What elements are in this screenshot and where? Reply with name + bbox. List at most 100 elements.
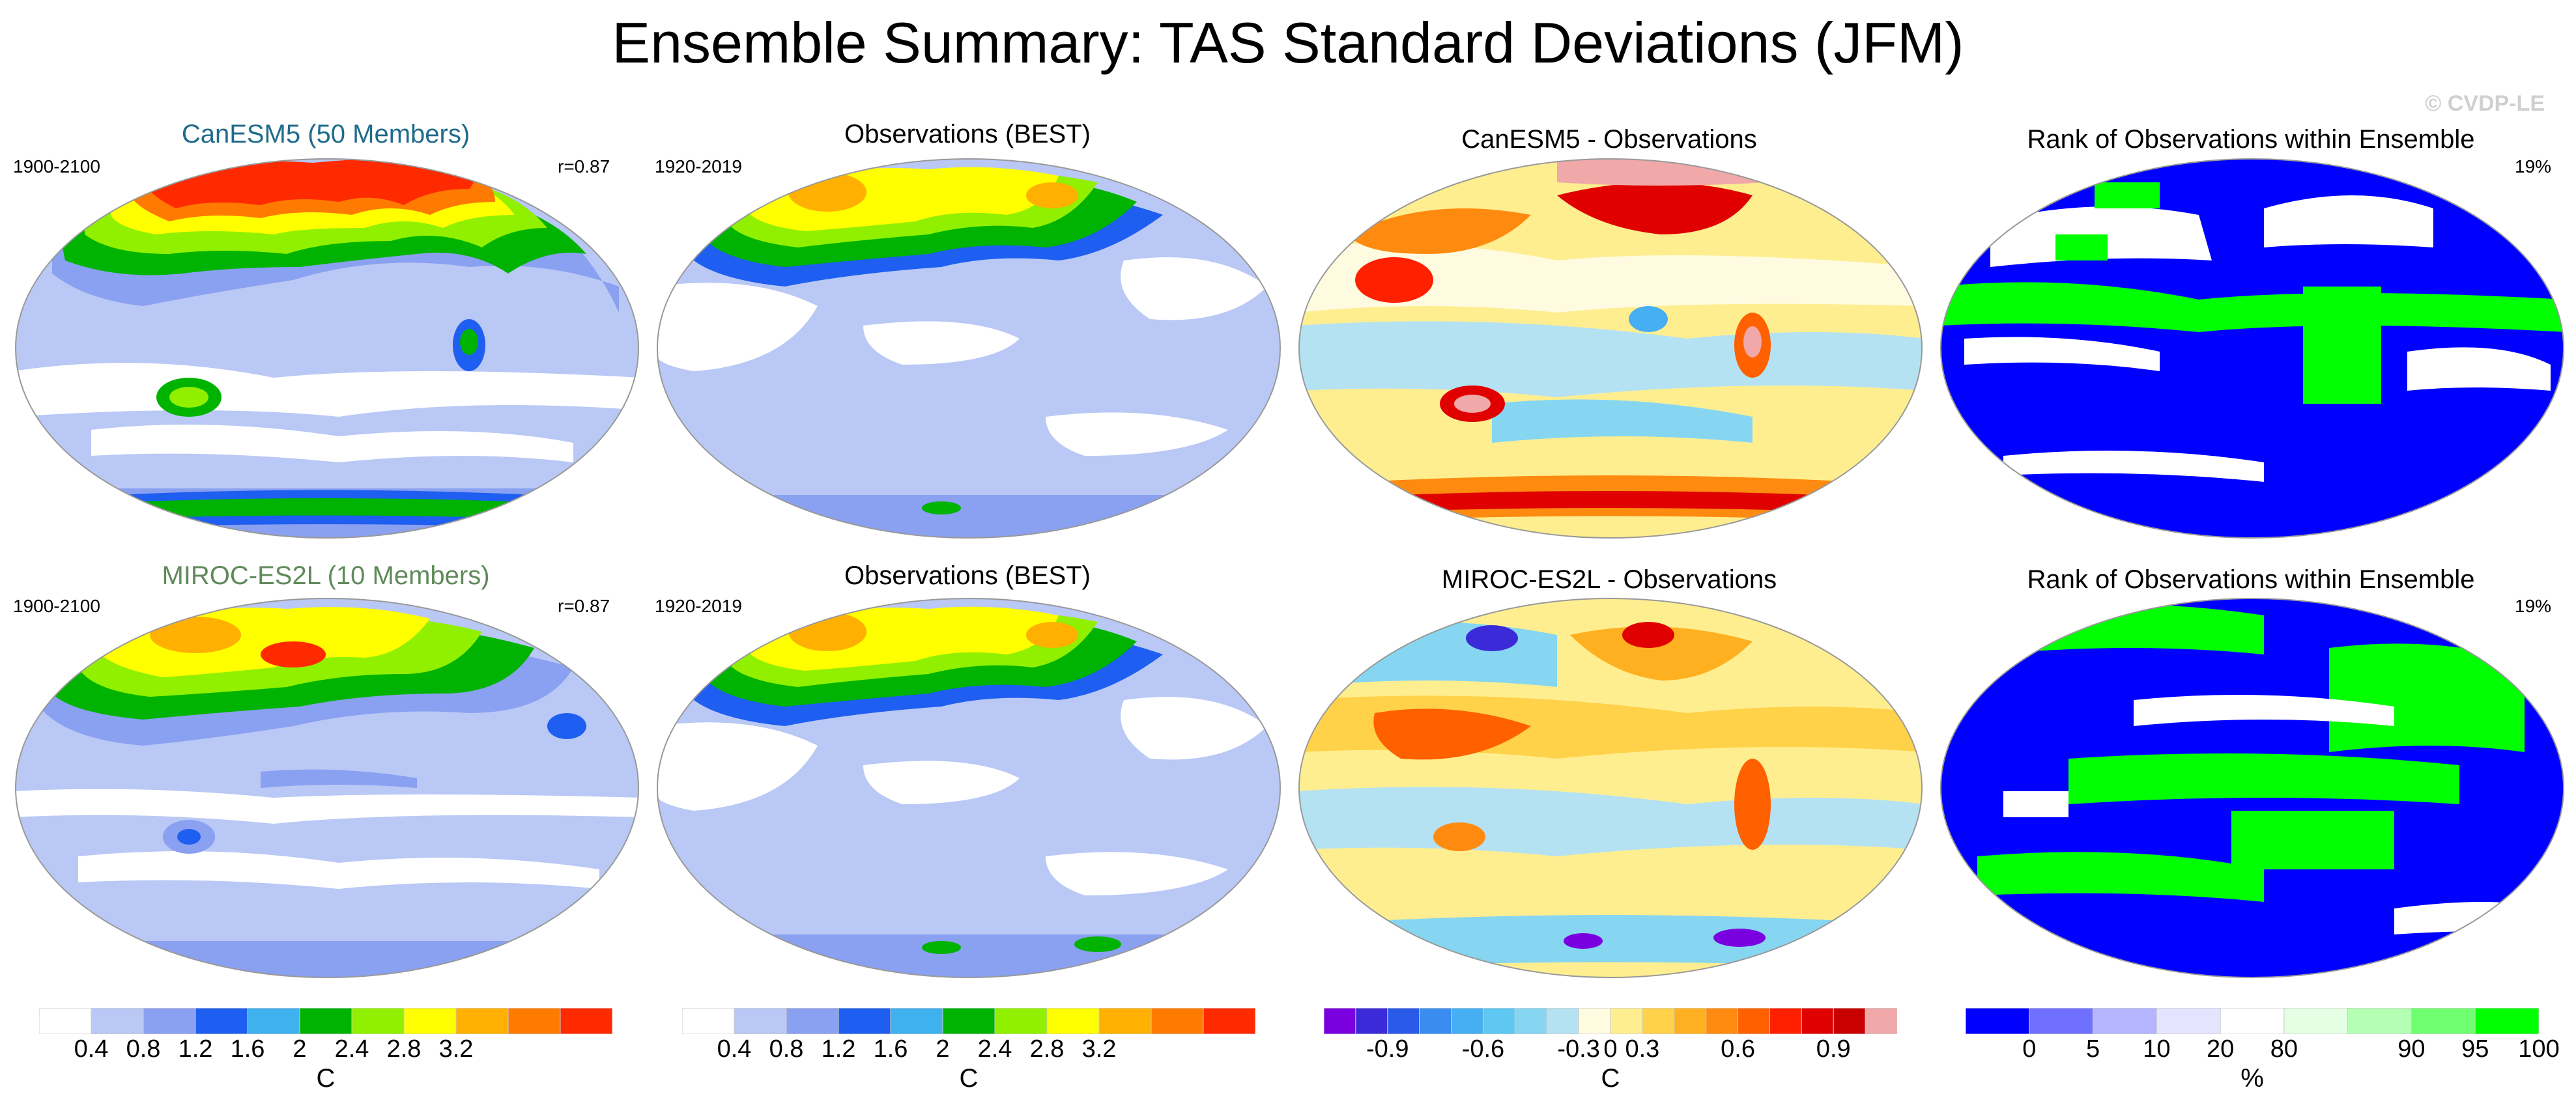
std-colorbar-box bbox=[1098, 1008, 1152, 1034]
rank-colorbar-box bbox=[1966, 1008, 2030, 1034]
std-colorbar-box bbox=[299, 1008, 352, 1034]
watermark: © CVDP-LE bbox=[2425, 91, 2545, 116]
obs-panel-title: Observations (BEST) bbox=[844, 561, 1091, 590]
rank-colorbar-tick-label: 80 bbox=[2270, 1035, 2298, 1063]
std-colorbar-box bbox=[508, 1008, 561, 1034]
std-colorbar-tick-label: 1.2 bbox=[821, 1035, 856, 1063]
std-colorbar-unit: C bbox=[316, 1064, 336, 1093]
std-colorbar-box bbox=[734, 1008, 787, 1034]
std-colorbar-tick-label: 0.4 bbox=[717, 1035, 752, 1063]
std-colorbar-tick-label: 2.8 bbox=[1029, 1035, 1065, 1063]
model-panel-title: CanESM5 (50 Members) bbox=[181, 120, 470, 148]
diff-colorbar-box bbox=[1419, 1008, 1452, 1034]
std-colorbar-box bbox=[247, 1008, 300, 1034]
rank-map bbox=[1940, 158, 2564, 539]
std-colorbar-tick-label: 2.8 bbox=[386, 1035, 422, 1063]
diff-colorbar-box bbox=[1514, 1008, 1547, 1034]
std-colorbar-tick-label: 0.8 bbox=[126, 1035, 161, 1063]
rank-colorbar-tick-label: 10 bbox=[2143, 1035, 2171, 1063]
diff-panel-title: CanESM5 - Observations bbox=[1461, 125, 1757, 154]
diff-colorbar-unit: C bbox=[1601, 1064, 1620, 1093]
diff-colorbar-tick-label: -0.6 bbox=[1461, 1035, 1505, 1063]
obs-years: 1920-2019 bbox=[655, 156, 742, 176]
std-colorbar-box bbox=[560, 1008, 612, 1034]
std-colorbar bbox=[39, 1008, 612, 1034]
diff-colorbar-box bbox=[1387, 1008, 1420, 1034]
model-years: 1900-2100 bbox=[13, 156, 100, 176]
std-colorbar-unit: C bbox=[959, 1064, 979, 1093]
std-colorbar-tick-label: 2.4 bbox=[334, 1035, 369, 1063]
figure-title: Ensemble Summary: TAS Standard Deviation… bbox=[612, 10, 1964, 75]
std-colorbar-tick-label: 1.2 bbox=[178, 1035, 213, 1063]
diff-colorbar-tick-label: -0.9 bbox=[1366, 1035, 1409, 1063]
diff-colorbar-box bbox=[1801, 1008, 1834, 1034]
std-colorbar-box bbox=[455, 1008, 509, 1034]
std-colorbar-box bbox=[195, 1008, 248, 1034]
std-colorbar-box bbox=[351, 1008, 405, 1034]
diff-colorbar-tick-label: 0.3 bbox=[1625, 1035, 1660, 1063]
obs-years: 1920-2019 bbox=[655, 596, 742, 616]
diff-colorbar-box bbox=[1324, 1008, 1356, 1034]
model-panel-title: MIROC-ES2L (10 Members) bbox=[162, 561, 490, 590]
diff-colorbar-box bbox=[1833, 1008, 1866, 1034]
diff-colorbar-box bbox=[1578, 1008, 1611, 1034]
diff-panel-title: MIROC-ES2L - Observations bbox=[1441, 565, 1777, 594]
rank-percent: 19% bbox=[2515, 596, 2552, 616]
rank-percent: 19% bbox=[2515, 156, 2552, 176]
diff-colorbar-tick-label: 0.6 bbox=[1721, 1035, 1755, 1063]
obs-std-map bbox=[657, 158, 1281, 539]
std-colorbar-tick-label: 1.6 bbox=[873, 1035, 908, 1063]
rank-colorbar-box bbox=[2029, 1008, 2094, 1034]
rank-colorbar-tick-label: 20 bbox=[2206, 1035, 2235, 1063]
std-colorbar-box bbox=[39, 1008, 92, 1034]
std-colorbar-ticks: 0.4 0.8 1.2 1.6 2 2.4 2.8 3.2 bbox=[682, 1035, 1255, 1064]
rank-colorbar-tick-label: 5 bbox=[2085, 1035, 2100, 1063]
std-colorbar-tick-label: 2 bbox=[936, 1035, 950, 1063]
std-colorbar-box bbox=[786, 1008, 839, 1034]
diff-map bbox=[1298, 598, 1923, 978]
diff-colorbar-box bbox=[1769, 1008, 1802, 1034]
rank-colorbar-box bbox=[2411, 1008, 2476, 1034]
std-colorbar-box bbox=[403, 1008, 457, 1034]
std-colorbar-tick-label: 3.2 bbox=[1081, 1035, 1117, 1063]
rank-colorbar-tick-label: 90 bbox=[2397, 1035, 2426, 1063]
diff-colorbar-box bbox=[1355, 1008, 1388, 1034]
diff-colorbar-tick-label: -0.3 bbox=[1557, 1035, 1600, 1063]
rank-map bbox=[1940, 598, 2564, 978]
std-colorbar-tick-label: 3.2 bbox=[438, 1035, 474, 1063]
rank-colorbar-tick-label: 95 bbox=[2461, 1035, 2489, 1063]
rank-colorbar-box bbox=[2220, 1008, 2285, 1034]
rank-colorbar-box bbox=[2093, 1008, 2157, 1034]
rank-colorbar-tick-label: 100 bbox=[2518, 1035, 2560, 1063]
obs-std-map bbox=[657, 598, 1281, 978]
diff-colorbar-tick-label: 0.9 bbox=[1816, 1035, 1851, 1063]
diff-colorbar-ticks: -0.9 -0.6 -0.3 0 0.3 0.6 0.9 bbox=[1324, 1035, 1897, 1064]
std-colorbar-ticks: 0.4 0.8 1.2 1.6 2 2.4 2.8 3.2 bbox=[39, 1035, 612, 1064]
diff-colorbar-box bbox=[1642, 1008, 1675, 1034]
model-years: 1900-2100 bbox=[13, 596, 100, 616]
diff-colorbar-box bbox=[1738, 1008, 1770, 1034]
obs-panel-title: Observations (BEST) bbox=[844, 120, 1091, 148]
std-colorbar-box bbox=[1151, 1008, 1204, 1034]
std-colorbar-box bbox=[1203, 1008, 1255, 1034]
rank-colorbar bbox=[1966, 1008, 2539, 1034]
pattern-correlation: r=0.87 bbox=[558, 596, 610, 616]
std-colorbar-tick-label: 0.8 bbox=[769, 1035, 804, 1063]
std-colorbar-box bbox=[942, 1008, 995, 1034]
std-colorbar-box bbox=[682, 1008, 735, 1034]
rank-colorbar-ticks: 0 5 10 20 80 90 95 100 bbox=[1966, 1035, 2560, 1064]
diff-map bbox=[1298, 158, 1923, 539]
diff-colorbar-box bbox=[1546, 1008, 1579, 1034]
std-colorbar-box bbox=[838, 1008, 891, 1034]
model-std-map bbox=[15, 598, 639, 978]
pattern-correlation: r=0.87 bbox=[558, 156, 610, 176]
rank-colorbar-box bbox=[2156, 1008, 2221, 1034]
model-std-map bbox=[15, 158, 639, 539]
rank-panel-title: Rank of Observations within Ensemble bbox=[2027, 125, 2475, 154]
diff-colorbar-box bbox=[1610, 1008, 1643, 1034]
rank-colorbar-box bbox=[2283, 1008, 2349, 1034]
rank-colorbar-tick-label: 0 bbox=[2022, 1035, 2037, 1063]
rank-colorbar-box bbox=[2474, 1008, 2539, 1034]
diff-colorbar-tick-label: 0 bbox=[1603, 1035, 1618, 1063]
std-colorbar-box bbox=[91, 1008, 144, 1034]
